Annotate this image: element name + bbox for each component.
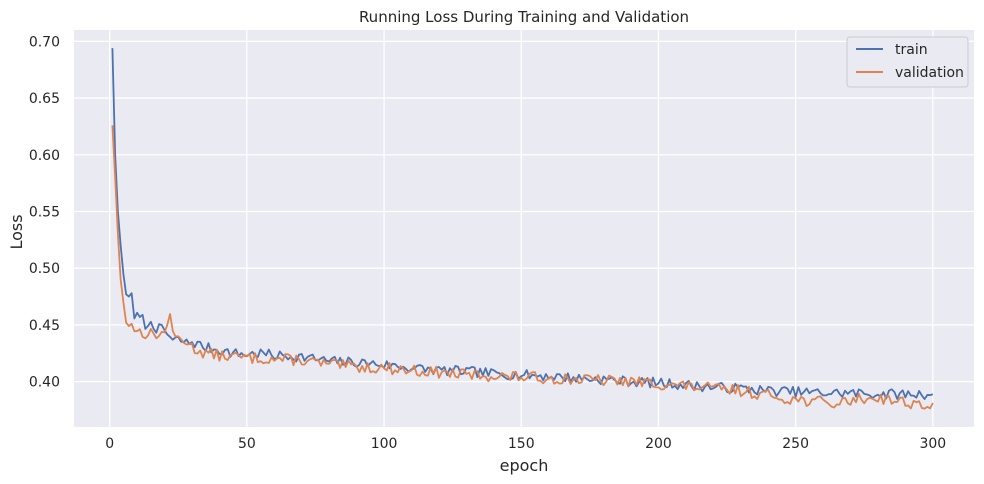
legend-label-train: train	[895, 42, 928, 58]
y-tick-label: 0.45	[29, 318, 60, 334]
x-axis-label: epoch	[500, 456, 549, 475]
x-tick-label: 150	[508, 436, 535, 452]
x-tick-label: 300	[919, 436, 946, 452]
tick-labels: 0 50 100 150 200 250 300 0.40 0.45 0.50 0.55 0.60 0.…	[29, 34, 946, 452]
x-tick-label: 250	[782, 436, 809, 452]
y-tick-label: 0.70	[29, 34, 60, 50]
y-tick-label: 0.60	[29, 148, 60, 164]
x-tick-label: 50	[238, 436, 256, 452]
x-tick-label: 100	[371, 436, 398, 452]
chart-title: Running Loss During Training and Validat…	[359, 8, 689, 26]
grid-lines	[74, 30, 974, 427]
y-tick-label: 0.65	[29, 91, 60, 107]
series-line-validation	[111, 125, 934, 410]
x-tick-label: 0	[105, 436, 114, 452]
y-tick-label: 0.40	[29, 375, 60, 391]
x-tick-label: 200	[645, 436, 672, 452]
y-tick-label: 0.50	[29, 261, 60, 277]
legend-label-validation: validation	[895, 65, 964, 81]
y-axis-label: Loss	[7, 214, 26, 249]
y-tick-label: 0.55	[29, 204, 60, 220]
legend: train validation	[846, 36, 969, 88]
series-lines	[111, 48, 934, 410]
plot-area	[74, 30, 974, 427]
